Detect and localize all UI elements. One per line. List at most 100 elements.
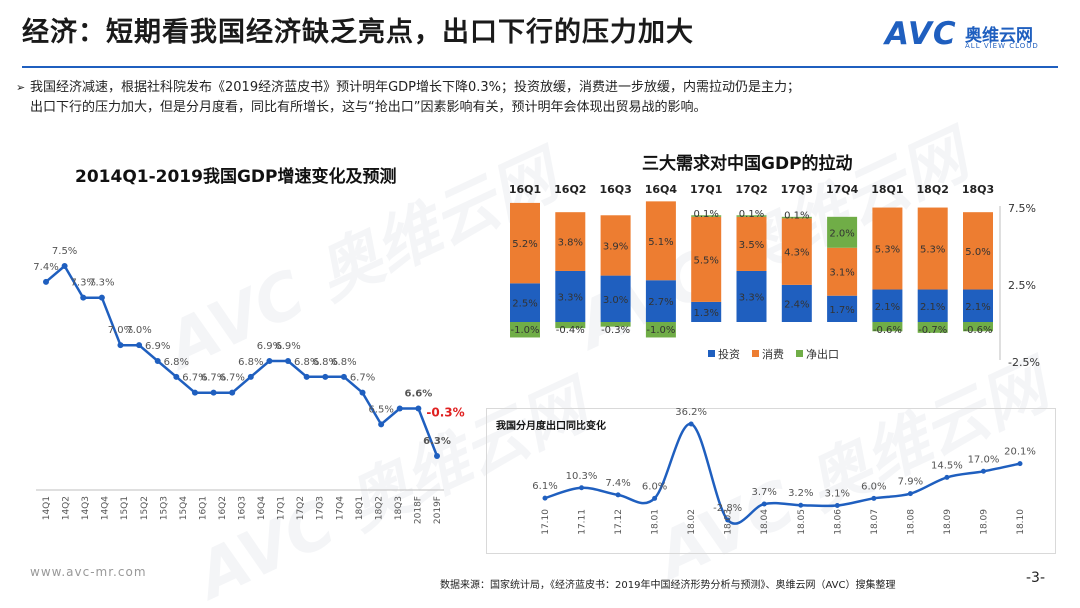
- demand-category-label: 18Q2: [917, 183, 949, 196]
- gdp-point: [378, 421, 385, 428]
- export-data-label: 10.3%: [566, 471, 598, 482]
- net-export-label: -0.4%: [556, 325, 585, 336]
- consumption-label: 5.1%: [648, 237, 673, 248]
- legend-swatch: [752, 350, 759, 357]
- export-point: [761, 501, 767, 507]
- investment-label: 2.4%: [784, 299, 809, 310]
- bar-consumption: [600, 215, 631, 276]
- gdp-point: [322, 373, 329, 380]
- export-data-label: 17.0%: [968, 454, 1000, 465]
- export-chart-title: 我国分月度出口同比变化: [496, 421, 606, 432]
- consumption-label: 3.8%: [558, 238, 583, 249]
- gdp-x-tick: 15Q3: [159, 496, 169, 520]
- bar-net-export: [917, 322, 948, 333]
- export-x-tick: 17.10: [541, 509, 551, 535]
- avc-logo: AVC 奥维云网 ALL VIEW CLOUD: [885, 16, 1050, 56]
- legend-label: 消费: [762, 347, 784, 361]
- export-point: [725, 517, 731, 523]
- gdp-point: [173, 373, 180, 380]
- gdp-point: [229, 389, 236, 396]
- export-series-line: [544, 422, 1021, 525]
- export-point: [1017, 461, 1023, 467]
- gdp-x-tick: 15Q4: [179, 496, 189, 521]
- demand-y-tick: -2.5%: [1008, 356, 1040, 369]
- gdp-x-tick: 16Q3: [238, 496, 248, 520]
- export-point: [688, 421, 694, 427]
- export-point: [834, 502, 840, 508]
- gdp-point: [61, 263, 68, 269]
- gdp-point: [154, 358, 161, 364]
- gdp-data-label: 7.5%: [52, 246, 77, 257]
- gdp-point: [247, 373, 254, 380]
- gdp-data-label: 6.8%: [313, 357, 338, 368]
- demand-category-label: 18Q3: [962, 183, 994, 196]
- gdp-data-label: 6.6%: [405, 389, 433, 400]
- export-x-tick: 18.02: [687, 509, 697, 535]
- export-data-label: 3.7%: [752, 487, 777, 498]
- export-x-tick: 17.11: [578, 509, 588, 535]
- gdp-point: [191, 389, 198, 396]
- gdp-data-label: 6.9%: [145, 341, 170, 352]
- gdp-x-tick: 17Q3: [316, 496, 326, 520]
- gdp-data-label: 6.8%: [238, 357, 263, 368]
- logo-cn-text: 奥维云网: [965, 26, 1033, 46]
- demand-category-label: 18Q1: [871, 183, 903, 196]
- gdp-x-tick: 14Q3: [81, 496, 91, 520]
- demand-category-label: 16Q4: [645, 183, 678, 196]
- bar-investment: [827, 295, 858, 322]
- bar-net-export: [645, 322, 676, 338]
- export-data-label: 36.2%: [675, 407, 707, 418]
- consumption-label: 4.3%: [784, 248, 809, 259]
- demand-category-label: 17Q3: [781, 183, 813, 196]
- net-export-label: 0.1%: [739, 209, 764, 220]
- gdp-forecast-delta: -0.3%: [426, 406, 464, 420]
- gdp-data-label: 7.0%: [108, 325, 133, 336]
- gdp-point: [210, 389, 217, 396]
- legend-swatch: [796, 350, 803, 357]
- data-source-note: 数据来源：国家统计局，《经济蓝皮书：2019年中国经济形势分析与预测》、奥维云网…: [440, 580, 896, 591]
- gdp-x-tick: 17Q2: [296, 496, 306, 520]
- gdp-series-line: [45, 264, 439, 457]
- export-chart-frame: [486, 408, 1056, 554]
- export-x-tick: 18.10: [1016, 509, 1026, 535]
- gdp-x-tick: 16Q1: [198, 496, 208, 520]
- export-data-label: 7.9%: [898, 477, 923, 488]
- gdp-point: [396, 405, 403, 412]
- bar-investment: [555, 270, 586, 322]
- bar-consumption: [781, 218, 812, 285]
- export-x-tick: 18.07: [870, 509, 880, 535]
- footer-url[interactable]: www.avc-mr.com: [30, 565, 147, 579]
- gdp-x-tick: 15Q1: [120, 496, 130, 520]
- export-point: [542, 495, 548, 501]
- export-data-label: 6.1%: [532, 481, 557, 492]
- gdp-data-label: 6.9%: [257, 341, 282, 352]
- net-export-label: -0.3%: [601, 325, 630, 336]
- export-data-label: 6.0%: [861, 481, 886, 492]
- export-data-label: 6.0%: [642, 481, 667, 492]
- bar-investment: [872, 289, 903, 322]
- gdp-x-tick: 16Q2: [218, 496, 228, 520]
- page-title: 经济：短期看我国经济缺乏亮点，出口下行的压力加大: [22, 17, 694, 48]
- gdp-x-tick: 18Q2: [374, 496, 384, 520]
- net-export-label: -0.6%: [873, 325, 902, 336]
- gdp-point: [415, 405, 422, 412]
- export-point: [907, 491, 913, 497]
- gdp-point: [136, 342, 143, 349]
- bar-investment: [691, 301, 722, 322]
- bar-investment: [600, 275, 631, 322]
- investment-label: 1.7%: [829, 305, 854, 316]
- bar-net-export: [781, 216, 812, 219]
- export-data-label: 3.1%: [825, 488, 850, 499]
- bar-consumption: [555, 212, 586, 271]
- gdp-point: [98, 294, 105, 301]
- gdp-x-tick: 2019F: [433, 496, 443, 524]
- summary-bullet: ➢ 我国经济减速，根据社科院发布《2019经济蓝皮书》预计明年GDP增长下降0.…: [16, 78, 1030, 118]
- bar-investment: [781, 284, 812, 322]
- export-x-tick: 17.12: [614, 509, 624, 535]
- bar-investment: [510, 283, 540, 322]
- gdp-x-tick: 14Q2: [62, 496, 72, 520]
- gdp-point: [80, 294, 87, 301]
- gdp-data-label: 6.3%: [423, 436, 451, 447]
- gdp-point: [340, 373, 347, 380]
- export-data-label: 14.5%: [931, 460, 963, 471]
